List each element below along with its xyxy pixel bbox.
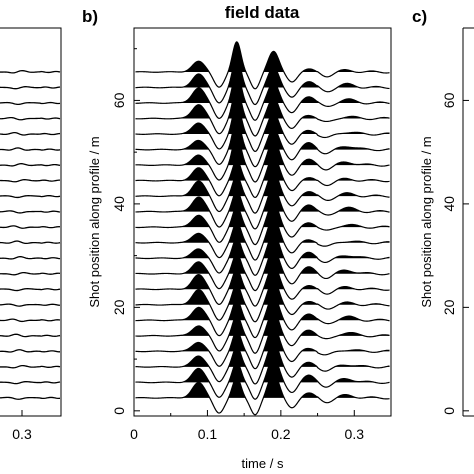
panel-a-trace — [0, 69, 61, 74]
trace-fill — [135, 372, 390, 398]
x-tick-label: 0.2 — [271, 426, 291, 442]
trace-fill — [135, 264, 390, 290]
trace-line — [135, 154, 390, 199]
panel-c: c) Shot position along profile / m 0 20 40… — [412, 7, 474, 417]
trace-line — [135, 118, 390, 168]
trace-fill — [135, 294, 390, 321]
trace-fill — [135, 279, 390, 305]
panel-a-trace — [0, 240, 61, 245]
x-axis-label: time / s — [242, 456, 284, 471]
trace-line — [135, 324, 390, 370]
trace-fill — [135, 41, 390, 72]
trace-fill — [135, 119, 390, 150]
trace-line — [135, 294, 390, 339]
trace-fill — [135, 186, 390, 212]
trace-fill — [135, 72, 390, 104]
trace-line — [135, 103, 390, 153]
trace-line — [135, 231, 390, 276]
panel-a-trace — [0, 288, 61, 292]
panel-a-trace — [0, 101, 61, 106]
panel-a-trace — [0, 256, 61, 260]
trace-fill — [135, 135, 390, 166]
panel-a: 0.3 — [0, 27, 62, 442]
trace-fill — [135, 170, 390, 197]
panel-b-label: b) — [82, 7, 98, 26]
panel-c-y-tick-label: 60 — [441, 92, 457, 108]
trace-line — [135, 216, 390, 261]
trace-fill — [135, 248, 390, 274]
panel-b-axes: 0 0.1 0.2 0.3 0 20 40 60 — [111, 48, 365, 442]
x-tick-label: 0.1 — [198, 426, 218, 442]
panel-a-x-tick-label: 0.3 — [12, 426, 32, 442]
trace-line — [135, 185, 390, 230]
panel-a-trace — [0, 364, 61, 369]
trace-fill — [135, 155, 390, 181]
trace-fill — [135, 325, 390, 352]
trace-line — [135, 278, 390, 323]
trace-fill — [135, 88, 390, 119]
panel-c-y-tick-label: 20 — [441, 299, 457, 315]
panel-a-trace — [0, 271, 61, 276]
trace-fill — [135, 103, 390, 135]
panel-a-trace — [0, 195, 61, 199]
panel-a-trace — [0, 116, 61, 121]
trace-line — [135, 87, 390, 137]
trace-fill — [135, 310, 390, 336]
y-tick-label: 40 — [111, 196, 127, 212]
y-axis-label: Shot position along profile / m — [87, 136, 102, 307]
trace-line — [135, 200, 390, 246]
panel-a-frame — [0, 27, 62, 417]
trace-line — [135, 56, 390, 106]
panel-a-trace — [0, 86, 61, 90]
trace-line — [135, 134, 390, 183]
panel-a-trace — [0, 225, 61, 229]
x-tick-label: 0.3 — [345, 426, 365, 442]
panel-a-trace — [0, 303, 61, 307]
trace-line — [135, 247, 390, 292]
trace-fill — [135, 57, 390, 88]
trace-line — [135, 263, 390, 307]
panel-a-trace — [0, 318, 61, 323]
y-tick-label: 60 — [111, 92, 127, 108]
panel-c-axes: 0 20 40 60 — [441, 92, 469, 415]
panel-a-trace — [0, 349, 61, 353]
trace-line — [135, 71, 390, 121]
trace-fill — [135, 232, 390, 259]
panel-a-trace — [0, 147, 61, 151]
panel-b: b) field data 0 0.1 0.2 0.3 0 20 40 60 Shot pos… — [82, 3, 392, 471]
panel-a-trace — [0, 210, 61, 214]
chart-title: field data — [225, 3, 300, 22]
trace-fill — [135, 341, 390, 367]
panel-a-trace — [0, 333, 61, 338]
panel-c-y-axis-label: Shot position along profile / m — [419, 136, 434, 307]
trace-fill — [135, 356, 390, 383]
trace-fill — [135, 216, 390, 243]
panel-a-trace — [0, 162, 61, 167]
panel-c-y-tick-label: 40 — [441, 196, 457, 212]
x-tick-label: 0 — [130, 426, 138, 442]
panel-a-traces — [0, 69, 61, 400]
panel-a-trace — [0, 131, 61, 136]
panel-a-trace — [0, 179, 61, 183]
panel-b-frame — [133, 27, 392, 417]
trace-line — [135, 372, 390, 416]
panel-c-y-tick-label: 0 — [441, 407, 457, 415]
panel-a-trace — [0, 396, 61, 400]
y-tick-label: 20 — [111, 299, 127, 315]
trace-line — [135, 41, 390, 90]
trace-fill — [135, 201, 390, 228]
trace-line — [135, 356, 390, 400]
panel-c-label: c) — [412, 7, 427, 26]
panel-a-trace — [0, 381, 61, 385]
trace-line — [135, 309, 390, 354]
y-tick-label: 0 — [111, 407, 127, 415]
trace-line — [135, 340, 390, 385]
panel-b-traces — [135, 41, 390, 416]
trace-line — [135, 170, 390, 214]
